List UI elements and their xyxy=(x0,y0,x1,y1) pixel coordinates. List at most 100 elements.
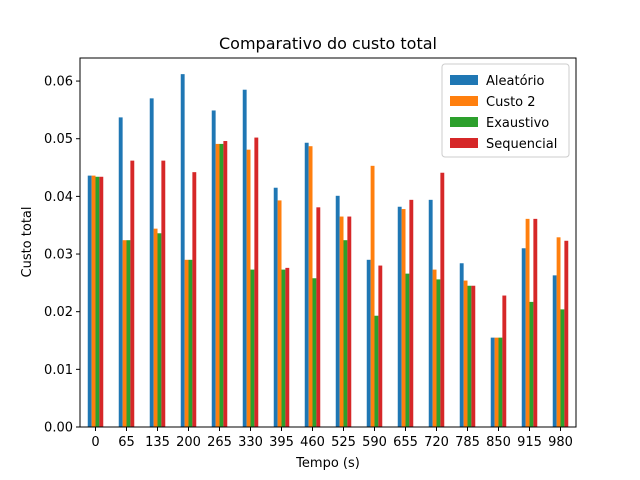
bar-4-7 xyxy=(285,267,290,427)
bar-4-5 xyxy=(223,141,228,427)
bar-1-11 xyxy=(397,206,402,427)
bar-2-11 xyxy=(401,209,406,427)
bar-4-13 xyxy=(471,285,476,427)
y-tick-label: 0.03 xyxy=(44,248,73,263)
bar-4-3 xyxy=(161,160,166,427)
x-tick-label: 200 xyxy=(176,435,201,450)
bar-3-7 xyxy=(281,269,286,427)
bar-1-1 xyxy=(87,175,92,427)
bar-3-15 xyxy=(529,301,534,427)
bar-1-16 xyxy=(552,275,557,427)
bar-3-8 xyxy=(312,278,317,427)
bar-4-12 xyxy=(440,172,445,427)
y-tick-label: 0.01 xyxy=(44,363,73,378)
bar-1-3 xyxy=(149,98,154,428)
y-axis-label: Custo total xyxy=(20,207,35,278)
bar-2-3 xyxy=(153,228,158,427)
bar-3-5 xyxy=(219,143,224,427)
bar-1-5 xyxy=(211,110,216,427)
legend-swatch-2 xyxy=(450,96,478,106)
bar-4-6 xyxy=(254,137,259,427)
legend-box xyxy=(441,63,570,158)
legend: Aleatório Custo 2 Exaustivo Sequencial xyxy=(441,63,570,158)
bar-4-1 xyxy=(99,176,104,427)
x-tick-label: 785 xyxy=(455,435,480,450)
bar-1-12 xyxy=(428,199,433,427)
x-tick-label: 330 xyxy=(238,435,263,450)
bar-2-6 xyxy=(246,149,251,428)
x-tick-label: 720 xyxy=(424,435,449,450)
bar-4-8 xyxy=(316,207,321,427)
legend-label-3: Exaustivo xyxy=(486,116,549,131)
bar-3-10 xyxy=(374,315,379,427)
legend-label-1: Aleatório xyxy=(486,74,544,89)
bar-3-2 xyxy=(126,240,131,427)
bar-2-2 xyxy=(122,240,127,427)
bar-2-16 xyxy=(556,237,561,427)
bar-3-12 xyxy=(436,279,441,427)
x-tick-label: 590 xyxy=(362,435,387,450)
bar-3-1 xyxy=(95,176,100,427)
bar-4-2 xyxy=(130,160,135,427)
bar-3-11 xyxy=(405,273,410,427)
x-tick-label: 460 xyxy=(300,435,325,450)
x-tick-label: 850 xyxy=(486,435,511,450)
x-tick-label: 135 xyxy=(145,435,170,450)
bar-1-8 xyxy=(304,142,309,427)
x-axis-label: Tempo (s) xyxy=(295,456,360,471)
bar-4-14 xyxy=(502,295,507,427)
legend-swatch-3 xyxy=(450,117,478,127)
bar-3-16 xyxy=(560,309,565,427)
bar-1-2 xyxy=(118,117,123,427)
bar-4-4 xyxy=(192,172,197,427)
bar-1-14 xyxy=(490,337,495,427)
bar-4-9 xyxy=(347,216,352,427)
bar-1-9 xyxy=(335,195,340,427)
bar-2-5 xyxy=(215,143,220,427)
y-tick-label: 0.05 xyxy=(44,132,73,147)
bar-2-7 xyxy=(277,200,282,427)
x-tick-label: 395 xyxy=(269,435,294,450)
x-tick-label: 65 xyxy=(118,435,135,450)
bar-2-9 xyxy=(339,216,344,427)
y-tick-label: 0.02 xyxy=(44,305,73,320)
bar-2-14 xyxy=(494,337,499,427)
bar-1-6 xyxy=(242,89,247,428)
plot-frame xyxy=(79,57,577,428)
bar-3-9 xyxy=(343,240,348,427)
legend-swatch-4 xyxy=(450,138,478,148)
bar-1-10 xyxy=(366,259,371,427)
legend-label-2: Custo 2 xyxy=(486,95,536,110)
bar-4-10 xyxy=(378,265,383,427)
bar-2-10 xyxy=(370,165,375,427)
axes-group: 0 65 135 200 265 330 395 460 525 590 655 720 785 850 9… xyxy=(44,57,577,450)
bar-4-11 xyxy=(409,199,414,427)
x-tick-label: 655 xyxy=(393,435,418,450)
y-tick-label: 0.06 xyxy=(44,75,73,90)
bar-2-15 xyxy=(525,218,530,427)
legend-swatch-1 xyxy=(450,75,478,85)
bar-1-4 xyxy=(180,74,185,427)
x-tick-label: 980 xyxy=(548,435,573,450)
bar-3-14 xyxy=(498,337,503,427)
x-tick-label: 525 xyxy=(331,435,356,450)
legend-label-4: Sequencial xyxy=(486,137,557,152)
bar-3-3 xyxy=(157,233,162,427)
bar-4-15 xyxy=(533,218,538,427)
bar-1-13 xyxy=(459,263,464,427)
y-tick-label: 0.00 xyxy=(44,421,73,436)
bar-2-13 xyxy=(463,280,468,427)
bar-2-1 xyxy=(91,175,96,427)
y-tick-label: 0.04 xyxy=(44,190,73,205)
bar-1-15 xyxy=(521,248,526,427)
bar-2-4 xyxy=(184,259,189,427)
x-tick-label: 0 xyxy=(91,435,99,450)
bar-2-12 xyxy=(432,269,437,427)
bar-3-6 xyxy=(250,269,255,427)
x-tick-label: 265 xyxy=(207,435,232,450)
x-tick-label: 915 xyxy=(517,435,542,450)
bar-3-4 xyxy=(188,259,193,427)
bar-2-8 xyxy=(308,146,313,427)
